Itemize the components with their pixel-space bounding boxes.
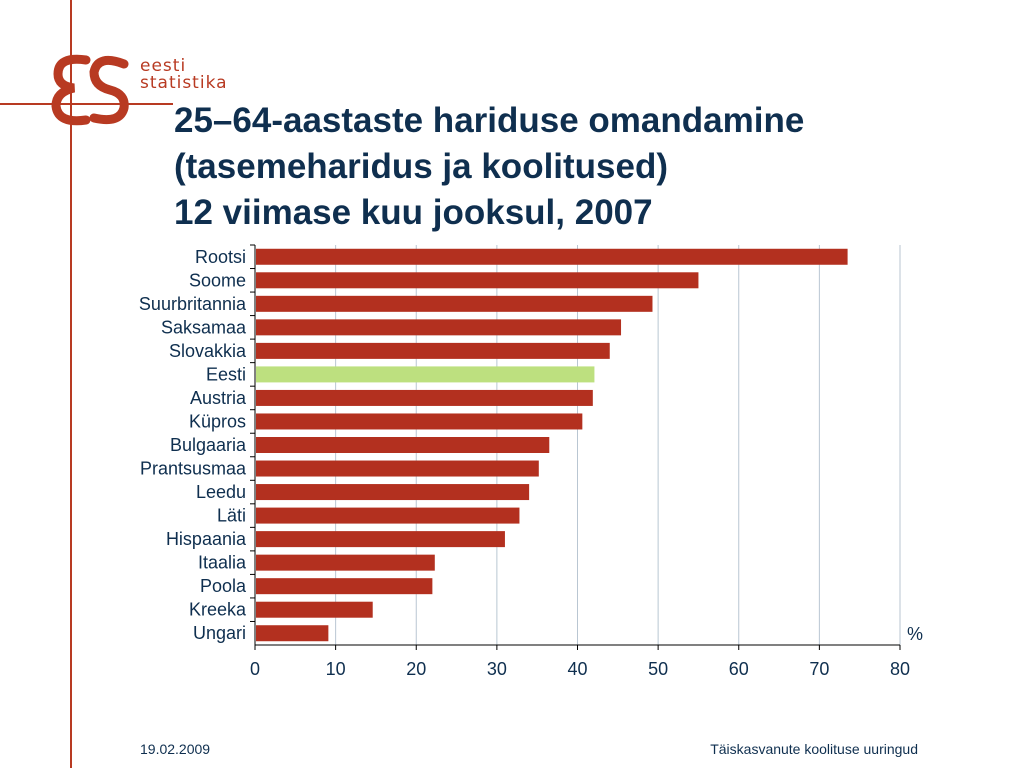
- x-tick-label: 70: [809, 659, 829, 679]
- logo-line-1: eesti: [140, 56, 187, 76]
- bar: [256, 342, 610, 359]
- unit-label: %: [907, 624, 923, 644]
- x-tick-label: 80: [890, 659, 910, 679]
- category-label: Rootsi: [195, 247, 246, 267]
- es-monogram-icon: [51, 54, 129, 126]
- bar: [256, 389, 593, 406]
- category-label: Austria: [190, 388, 247, 408]
- logo-line-2: statistika: [140, 73, 228, 93]
- bar: [256, 531, 505, 548]
- category-label: Suurbritannia: [139, 294, 247, 314]
- bar: [256, 484, 530, 501]
- x-tick-label: 30: [487, 659, 507, 679]
- x-tick-label: 10: [326, 659, 346, 679]
- category-label: Prantsusmaa: [140, 459, 247, 479]
- footer-source: Täiskasvanute koolituse uuringud: [710, 741, 918, 757]
- x-tick-label: 40: [567, 659, 587, 679]
- x-tick-label: 50: [648, 659, 668, 679]
- footer-date: 19.02.2009: [140, 741, 211, 757]
- x-tick-label: 20: [406, 659, 426, 679]
- bar: [256, 578, 433, 595]
- bar: [256, 554, 435, 571]
- bar: [256, 272, 699, 289]
- bar: [256, 437, 550, 453]
- category-label: Slovakkia: [169, 341, 247, 361]
- bar: [256, 601, 373, 618]
- category-label: Itaalia: [198, 553, 247, 573]
- category-label: Läti: [217, 506, 246, 526]
- category-label: Kreeka: [189, 600, 247, 620]
- bar: [256, 319, 622, 336]
- bar: [256, 366, 595, 383]
- bar: [256, 295, 653, 312]
- x-tick-label: 60: [729, 659, 749, 679]
- category-label: Leedu: [196, 482, 246, 502]
- decorative-vertical-line: [70, 0, 72, 768]
- category-label: Bulgaaria: [170, 435, 247, 455]
- category-label: Eesti: [206, 364, 246, 384]
- decorative-horizontal-line: [0, 103, 173, 105]
- bar: [256, 413, 583, 430]
- category-label: Saksamaa: [161, 317, 247, 337]
- category-label: Hispaania: [166, 529, 247, 549]
- bar: [256, 625, 329, 642]
- bar: [256, 248, 848, 265]
- title-line-2: (tasemeharidus ja koolitused): [174, 147, 669, 186]
- page-title: 25–64-aastaste hariduse omandamine (tase…: [174, 98, 994, 236]
- title-line-3: 12 viimase kuu jooksul, 2007: [174, 193, 653, 232]
- category-label: Küpros: [189, 411, 246, 431]
- x-tick-label: 0: [250, 659, 260, 679]
- logo-wordmark: eesti statistika: [140, 58, 228, 92]
- category-label: Ungari: [193, 623, 246, 643]
- title-line-1: 25–64-aastaste hariduse omandamine: [174, 101, 805, 140]
- bar: [256, 460, 539, 477]
- category-label: Poola: [200, 576, 247, 596]
- category-label: Soome: [189, 270, 246, 290]
- bar: [256, 507, 520, 524]
